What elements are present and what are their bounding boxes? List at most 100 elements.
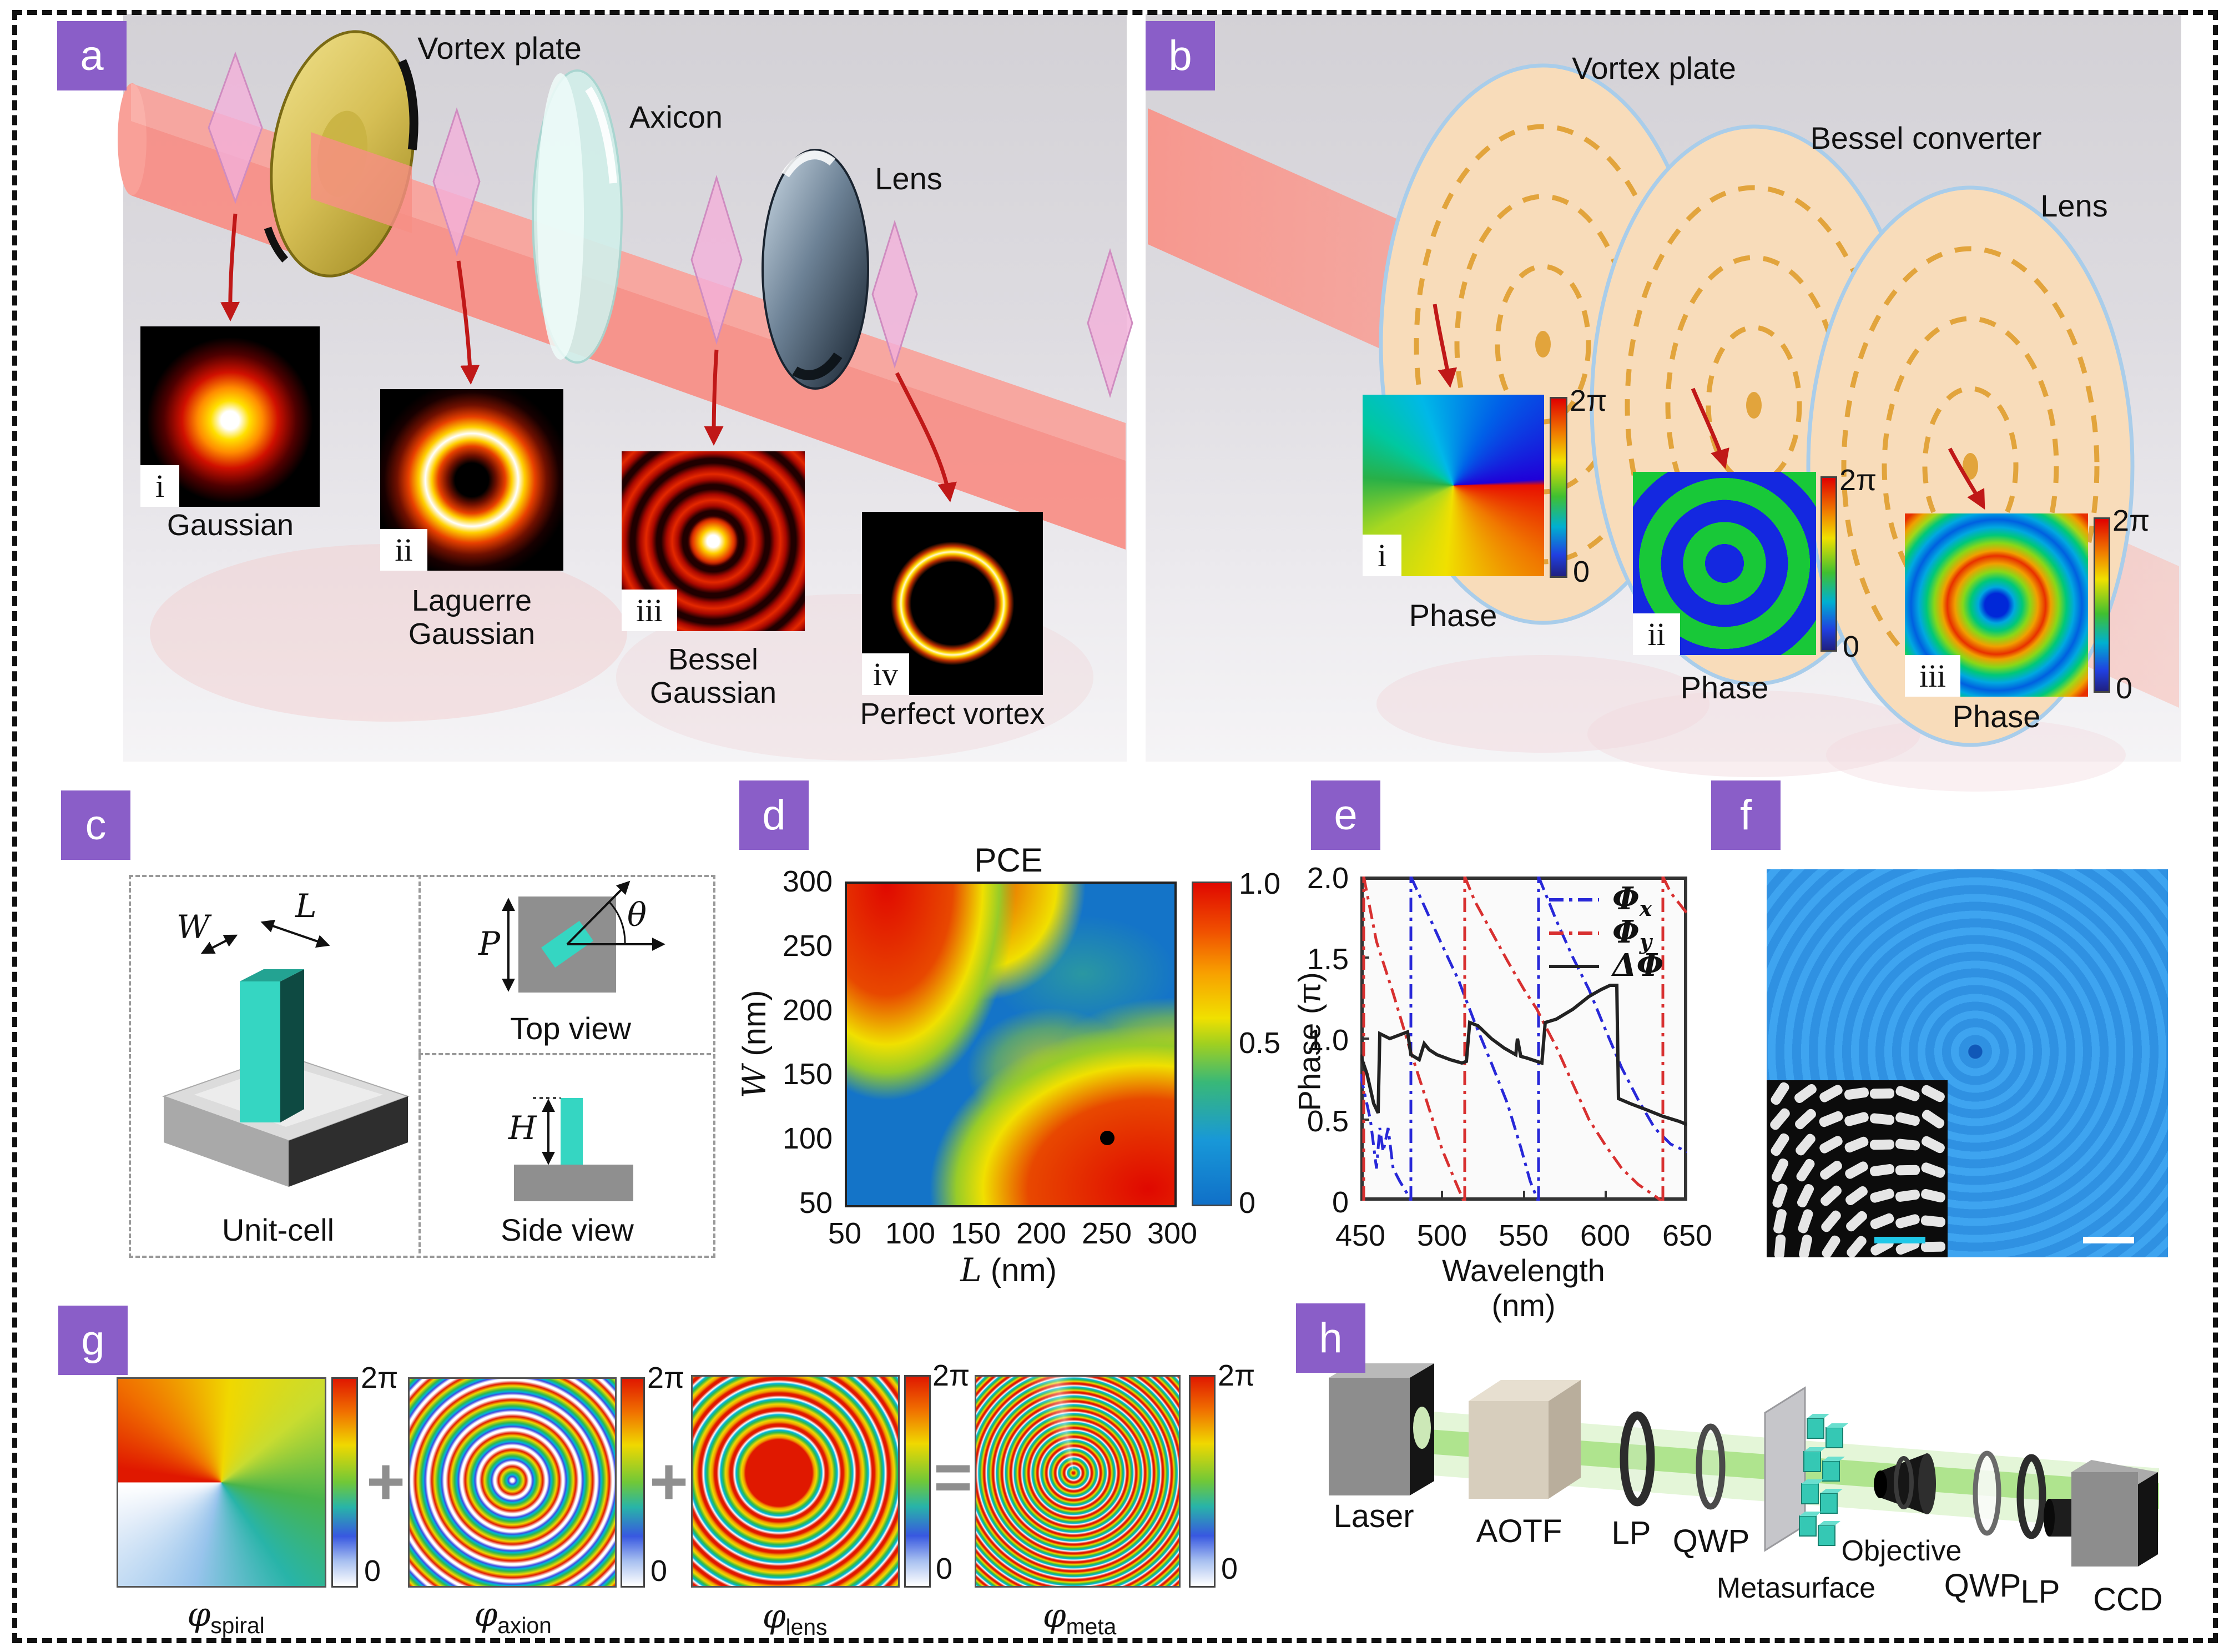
h-label-aotf: AOTF	[1476, 1513, 1562, 1549]
label-theta: θ	[627, 896, 647, 934]
label-bessel-converter: Bessel converter	[1810, 120, 2042, 155]
label-axicon: Axicon	[629, 99, 723, 134]
heatmap-marked-point	[1100, 1131, 1114, 1145]
d-cb-0.5: 0.5	[1239, 1026, 1281, 1060]
g-term-spiral-sym: φ	[187, 1595, 211, 1634]
h-label-qwp2: QWP	[1944, 1568, 2021, 1604]
panel-d-title: PCE	[974, 842, 1043, 879]
d-ytick-300: 300	[782, 865, 833, 898]
e-xtick-600: 600	[1580, 1219, 1631, 1252]
e-legend-phi-y-sym: Φ	[1612, 914, 1640, 950]
caption-gaussian: Gaussian	[167, 508, 294, 542]
caption-lg-line1: Laguerre	[411, 584, 532, 617]
d-ytick-100: 100	[782, 1122, 833, 1155]
panel-g-tab: g	[58, 1306, 128, 1375]
caption-bg-line1: Bessel	[668, 643, 759, 676]
cb-iii-min: 0	[2116, 672, 2133, 705]
microscope-image	[1767, 869, 2168, 1257]
e-xtick-650: 650	[1662, 1219, 1713, 1252]
g-term-axion-sym: φ	[474, 1595, 498, 1634]
panel-c-letter: c	[85, 802, 107, 849]
colorbar-g-spiral	[331, 1377, 358, 1588]
e-ytick-0: 0	[1332, 1186, 1349, 1219]
d-xtick-300: 300	[1147, 1217, 1198, 1250]
colorbar-g-lens	[904, 1375, 931, 1588]
g-cb4-max: 2π	[1218, 1359, 1255, 1392]
chip-iv: iv	[862, 653, 909, 695]
g-term-meta-sub: meta	[1066, 1614, 1117, 1639]
caption-unit-cell: Unit-cell	[221, 1212, 335, 1247]
operator-plus-2: +	[649, 1444, 689, 1519]
panel-a-tab: a	[57, 21, 127, 90]
colorbar-phase-ii	[1820, 476, 1837, 652]
caption-bessel-gaussian: Bessel Gaussian	[602, 643, 824, 710]
d-xtick-250: 250	[1081, 1217, 1132, 1250]
caption-phase-ii: Phase	[1680, 670, 1769, 705]
operator-equals: =	[933, 1440, 973, 1514]
chip-phase-i: i	[1363, 535, 1401, 576]
panel-a-letter: a	[80, 32, 104, 79]
h-label-laser: Laser	[1333, 1498, 1414, 1534]
caption-lg-line2: Gaussian	[408, 617, 536, 651]
caption-laguerre-gaussian: Laguerre Gaussian	[361, 584, 583, 651]
phase-map-g-spiral	[117, 1377, 326, 1588]
label-H: H	[508, 1109, 537, 1147]
panel-d-tab: d	[739, 780, 809, 850]
panel-c-box	[129, 875, 715, 1258]
sem-scalebar	[1874, 1237, 1925, 1243]
label-lens-a: Lens	[875, 161, 942, 196]
g-cb1-min: 0	[364, 1554, 381, 1588]
g-term-lens-sub: lens	[785, 1614, 828, 1640]
panel-a-illustration	[118, 30, 1133, 760]
panel-g-letter: g	[81, 1317, 105, 1364]
series-phi-y	[1362, 877, 1687, 1201]
pce-heatmap	[845, 882, 1177, 1207]
e-ytick-2.0: 2.0	[1307, 862, 1349, 895]
chip-i: i	[140, 465, 179, 507]
label-vortex-plate-a: Vortex plate	[417, 31, 582, 66]
panel-h-illustration	[1329, 1363, 2159, 1567]
h-label-lp1: LP	[1611, 1515, 1651, 1551]
d-xtick-100: 100	[885, 1217, 936, 1250]
g-term-meta: φmeta	[996, 1597, 1163, 1640]
panel-b-letter: b	[1168, 32, 1192, 79]
phase-map-g-axicon	[408, 1377, 617, 1588]
e-xtick-500: 500	[1416, 1219, 1467, 1252]
panel-e-letter: e	[1334, 792, 1358, 839]
e-legend-phi-x-sym: Φ	[1612, 880, 1640, 917]
colorbar-g-axicon	[621, 1377, 645, 1588]
panel-e-tab: e	[1311, 780, 1380, 850]
cb-i-min: 0	[1573, 555, 1590, 588]
e-legend-phi-y-sub: y	[1639, 929, 1652, 955]
d-ytick-200: 200	[782, 994, 833, 1027]
d-xtick-200: 200	[1016, 1217, 1067, 1250]
panel-c-illustration	[162, 880, 665, 1201]
e-ytick-1.0: 1.0	[1307, 1024, 1349, 1057]
g-term-meta-sym: φ	[1042, 1596, 1066, 1635]
phase-map-g-lens	[691, 1375, 900, 1588]
phase-map-g-meta	[975, 1375, 1181, 1588]
g-term-axion-sub: axion	[497, 1613, 552, 1638]
label-L: L	[295, 887, 317, 925]
g-cb4-min: 0	[1221, 1552, 1238, 1585]
caption-phase-iii: Phase	[1952, 699, 2041, 734]
g-term-spiral-sub: spiral	[210, 1613, 265, 1638]
e-legend-delta-phi: ΔΦ	[1612, 948, 1663, 983]
d-cb-0: 0	[1239, 1186, 1256, 1220]
d-xtick-150: 150	[950, 1217, 1001, 1250]
g-term-spiral: φspiral	[143, 1596, 309, 1639]
caption-phase-i: Phase	[1409, 598, 1497, 633]
colorbar-phase-i	[1550, 397, 1567, 578]
series-phi-x	[1360, 877, 1687, 1201]
chip-ii: ii	[380, 529, 427, 571]
h-label-qwp1: QWP	[1672, 1523, 1750, 1559]
d-cb-1.0: 1.0	[1239, 867, 1281, 900]
g-cb3-min: 0	[936, 1552, 953, 1585]
operator-plus-1: +	[366, 1444, 406, 1519]
d-ytick-150: 150	[782, 1057, 833, 1091]
caption-top-view: Top view	[510, 1011, 631, 1046]
panel-c-divider-h	[418, 1053, 711, 1055]
chip-phase-iii: iii	[1905, 655, 1960, 697]
